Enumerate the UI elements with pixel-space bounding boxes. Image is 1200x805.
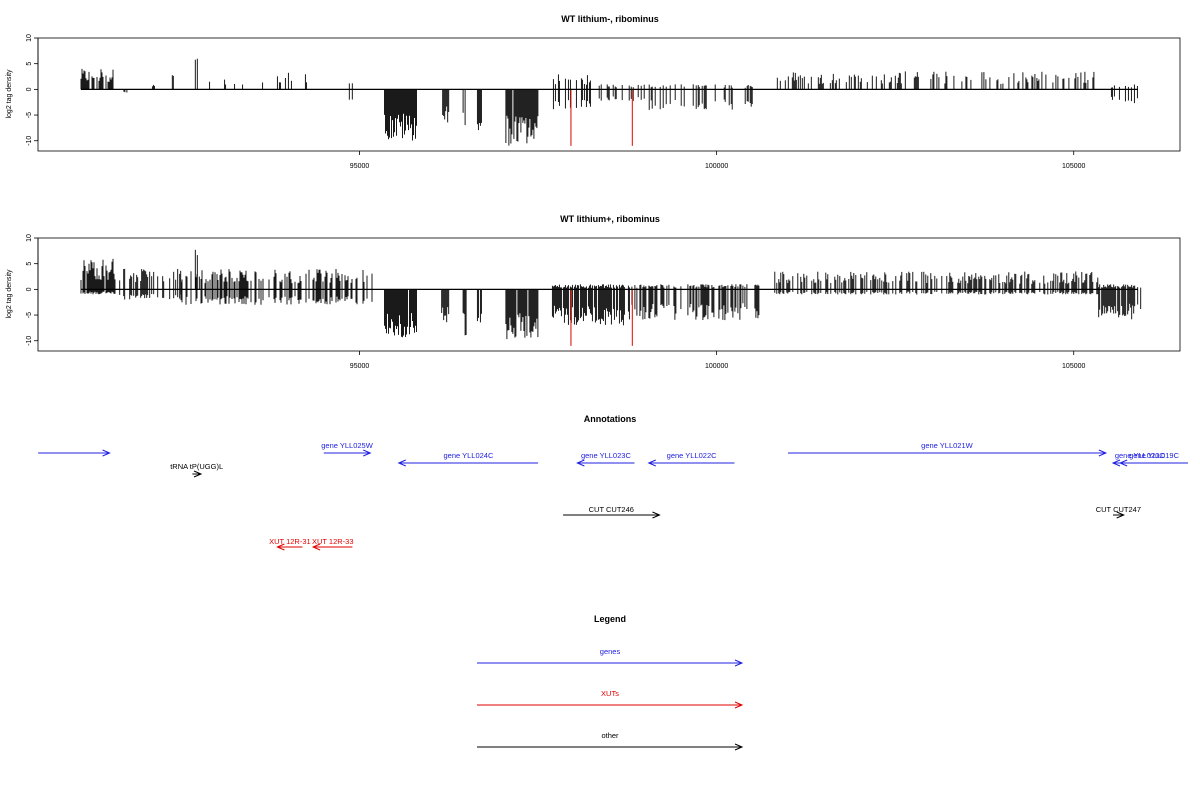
highlight-lines — [570, 289, 633, 346]
x-axis: 95000 100000 105000 — [350, 351, 1086, 370]
feature-arrowhead — [652, 511, 661, 519]
panel-title: WT lithium-, ribominus — [561, 14, 659, 24]
feature-arrowhead — [397, 459, 407, 467]
x-tick-label: 95000 — [350, 363, 370, 370]
feature-label: gene YLL020C — [1115, 451, 1165, 460]
annotation-feature: gene YLL025W — [321, 441, 374, 457]
panel-title: WT lithium+, ribominus — [560, 214, 660, 224]
x-tick-label: 100000 — [705, 363, 728, 370]
density-bars — [80, 58, 1138, 146]
annotation-feature: gene YLL021W — [788, 441, 1108, 457]
x-tick-label: 100000 — [705, 163, 728, 170]
annotation-feature: XUT 12R-33 — [311, 537, 354, 551]
feature-arrowhead — [647, 459, 656, 467]
feature-label: XUT 12R-31 — [269, 537, 311, 546]
x-axis: 95000 100000 105000 — [350, 151, 1086, 170]
feature-arrowhead — [363, 449, 372, 457]
y-tick-label: -5 — [26, 112, 33, 118]
y-tick-label: 10 — [26, 34, 33, 42]
x-tick-label: 95000 — [350, 163, 370, 170]
annotation-feature: gene YLL024C — [397, 451, 539, 467]
annotation-feature: gene YLL023C — [576, 451, 635, 467]
annotation-feature — [38, 449, 111, 457]
highlight-lines — [570, 89, 633, 146]
y-tick-label: 5 — [26, 62, 33, 66]
legend-item: other — [477, 731, 744, 751]
legend-arrowhead — [734, 743, 744, 751]
legend-arrowhead — [734, 701, 744, 709]
annotation-feature: tRNA tP(UGG)L — [170, 462, 223, 478]
y-tick-label: 0 — [26, 87, 33, 91]
legend-arrowhead — [734, 659, 744, 667]
y-axis-label: log2 tag density — [6, 69, 13, 119]
annotation-feature: XUT 12R-31 — [269, 537, 311, 551]
annotation-feature: gene YLL022C — [647, 451, 735, 467]
y-tick-label: -10 — [26, 336, 33, 346]
legend-item: XUTs — [477, 689, 744, 709]
y-axis: 10 5 0 -5 -10 — [26, 34, 39, 146]
feature-label: XUT 12R-33 — [312, 537, 354, 546]
feature-label: gene YLL021W — [921, 441, 973, 450]
annotation-features: gene YLL025W gene YLL024C gene YLL023C gene… — [38, 441, 1188, 551]
annotation-feature: gene YLL019C — [1118, 451, 1188, 467]
legend-label: XUTs — [601, 689, 619, 698]
feature-arrowhead — [1116, 511, 1125, 519]
y-tick-label: 5 — [26, 262, 33, 266]
legend-label: genes — [600, 647, 621, 656]
y-tick-label: -10 — [26, 136, 33, 146]
feature-label: gene YLL025W — [321, 441, 373, 450]
annotation-feature: CUT CUT247 — [1096, 505, 1141, 519]
feature-arrowhead — [1111, 459, 1121, 467]
feature-arrowhead — [311, 543, 321, 551]
y-tick-label: 10 — [26, 234, 33, 242]
annotations-title: Annotations — [584, 414, 637, 424]
feature-arrowhead — [193, 470, 203, 478]
feature-arrowhead — [576, 459, 585, 467]
feature-label: gene YLL024C — [443, 451, 493, 460]
feature-label: CUT CUT247 — [1096, 505, 1141, 514]
feature-arrowhead — [1118, 459, 1128, 467]
y-tick-label: 0 — [26, 287, 33, 291]
feature-arrowhead — [276, 543, 285, 551]
legend: Legend genes XUTs other — [477, 614, 744, 751]
legend-title: Legend — [594, 614, 626, 624]
x-tick-label: 105000 — [1062, 363, 1085, 370]
annotation-feature: CUT CUT246 — [563, 505, 661, 519]
feature-label: gene YLL023C — [581, 451, 631, 460]
legend-label: other — [601, 731, 619, 740]
feature-label: CUT CUT246 — [589, 505, 634, 514]
track-panel-lithium-plus: WT lithium+, ribominus log2 tag density … — [6, 214, 1181, 370]
x-tick-label: 105000 — [1062, 163, 1085, 170]
feature-label: gene YLL022C — [667, 451, 717, 460]
feature-arrowhead — [1098, 449, 1108, 457]
legend-items: genes XUTs other — [477, 647, 744, 751]
legend-item: genes — [477, 647, 744, 667]
y-tick-label: -5 — [26, 312, 33, 318]
feature-label: tRNA tP(UGG)L — [170, 462, 223, 471]
track-panel-lithium-minus: WT lithium-, ribominus log2 tag density … — [6, 14, 1181, 170]
feature-label: gene YLL019C — [1129, 451, 1179, 460]
feature-arrowhead — [102, 449, 111, 457]
y-axis: 10 5 0 -5 -10 — [26, 234, 39, 346]
y-axis-label: log2 tag density — [6, 269, 13, 319]
